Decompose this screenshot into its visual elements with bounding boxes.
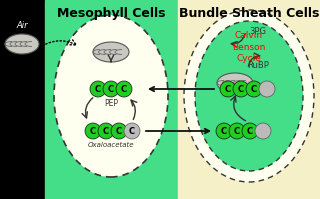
Circle shape (255, 123, 271, 139)
Circle shape (90, 81, 106, 97)
Text: Bundle Sheath Cells: Bundle Sheath Cells (179, 7, 319, 20)
Text: C: C (225, 85, 231, 94)
Circle shape (246, 81, 262, 97)
Circle shape (85, 123, 101, 139)
Circle shape (259, 81, 275, 97)
Text: C: C (129, 127, 135, 136)
Ellipse shape (93, 42, 129, 62)
Circle shape (229, 123, 245, 139)
Text: C: C (108, 85, 114, 94)
Bar (0, 0, 45, 199)
Ellipse shape (217, 73, 253, 93)
Circle shape (124, 123, 140, 139)
Circle shape (233, 81, 249, 97)
Circle shape (103, 81, 119, 97)
Text: RuBP: RuBP (247, 60, 269, 69)
Ellipse shape (195, 21, 303, 171)
Text: C: C (116, 127, 122, 136)
Text: 3PG: 3PG (250, 26, 267, 35)
Text: PEP: PEP (104, 99, 118, 108)
Text: C: C (247, 127, 253, 136)
Bar (45, 0, 178, 199)
Text: C: C (90, 127, 96, 136)
Ellipse shape (184, 10, 314, 182)
Circle shape (220, 81, 236, 97)
Text: C: C (234, 127, 240, 136)
Ellipse shape (54, 15, 168, 177)
Circle shape (216, 123, 232, 139)
Text: C: C (221, 127, 227, 136)
Bar (178, 0, 320, 199)
Text: Mesophyll Cells: Mesophyll Cells (57, 7, 165, 20)
Circle shape (242, 123, 258, 139)
Ellipse shape (5, 34, 39, 54)
Text: C: C (251, 85, 257, 94)
Text: C: C (238, 85, 244, 94)
Text: C: C (121, 85, 127, 94)
Text: Oxaloacetate: Oxaloacetate (88, 142, 134, 148)
Circle shape (98, 123, 114, 139)
Circle shape (111, 123, 127, 139)
Text: C: C (103, 127, 109, 136)
Text: Air: Air (16, 21, 28, 30)
Text: C: C (95, 85, 101, 94)
Circle shape (116, 81, 132, 97)
Text: Calvin
Benson
Cycle: Calvin Benson Cycle (232, 31, 266, 63)
